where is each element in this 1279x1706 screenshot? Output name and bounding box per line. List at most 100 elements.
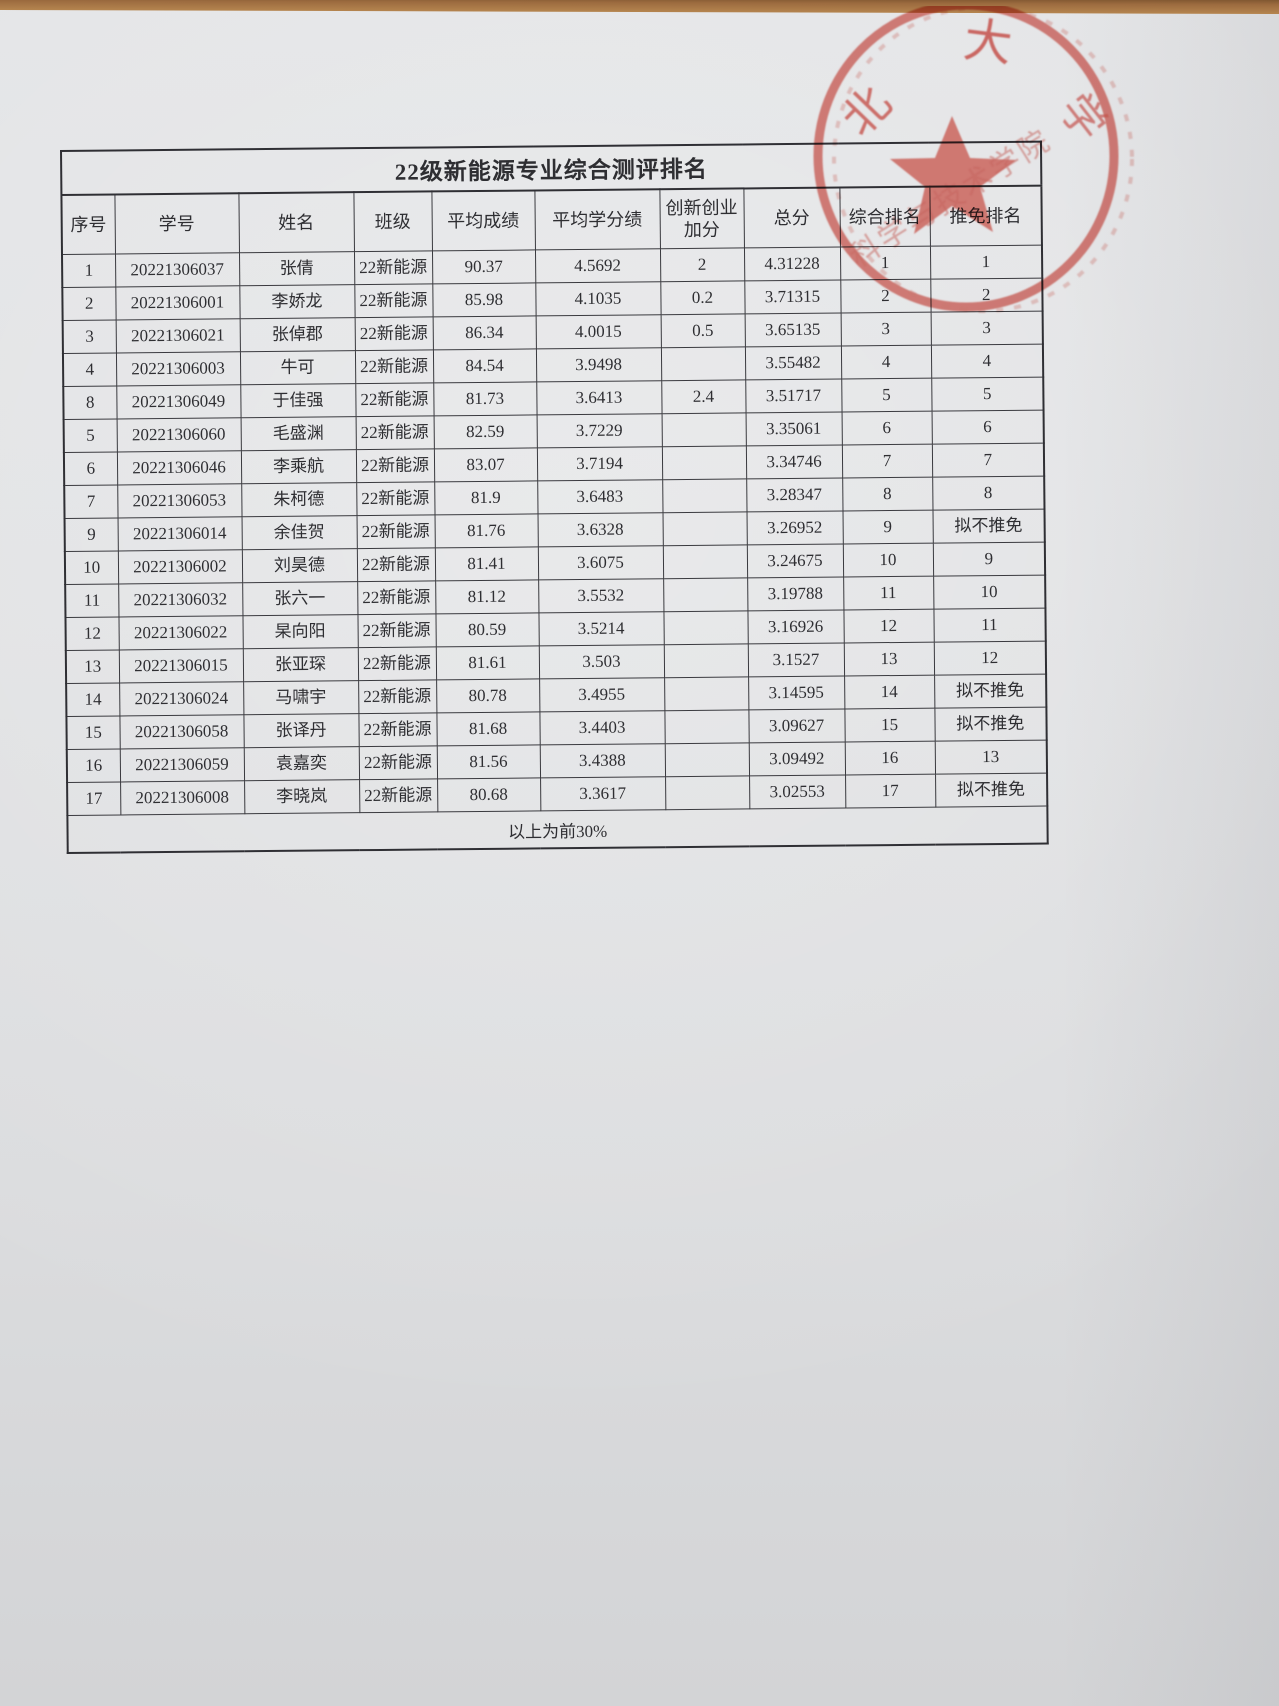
table-cell: 刘昊德 xyxy=(241,548,358,583)
column-header: 序号 xyxy=(61,194,116,255)
table-cell xyxy=(665,775,750,810)
table-cell: 22新能源 xyxy=(359,778,438,813)
table-cell: 9 xyxy=(64,517,118,552)
table-cell: 6 xyxy=(931,410,1044,445)
table-cell: 1 xyxy=(839,246,931,281)
column-header: 总分 xyxy=(743,187,840,248)
ranking-table: 22级新能源专业综合测评排名 序号 学号 姓名 班级 平均成绩 平均学分绩 创新创业加分 总分… xyxy=(60,140,1049,854)
table-cell: 20221306046 xyxy=(116,450,242,485)
table-cell: 3.34746 xyxy=(745,445,843,479)
table-cell: 22新能源 xyxy=(355,448,435,483)
table-cell: 拟不推免 xyxy=(935,773,1048,808)
table-cell: 11 xyxy=(65,583,119,618)
table-cell: 20221306001 xyxy=(115,285,240,320)
table-cell: 81.73 xyxy=(433,381,537,416)
table-cell: 22新能源 xyxy=(354,316,433,351)
table-cell: 14 xyxy=(66,682,120,717)
table-cell: 81.68 xyxy=(436,711,540,746)
table-cell: 16 xyxy=(844,741,936,775)
table-cell: 3.19788 xyxy=(747,577,844,611)
table-cell: 22新能源 xyxy=(357,646,437,681)
table-cell: 朱柯德 xyxy=(241,482,357,517)
table-cell: 3.7229 xyxy=(536,413,662,448)
table-cell: 20221306024 xyxy=(119,681,244,716)
table-cell: 8 xyxy=(842,477,933,512)
table-cell: 牛可 xyxy=(239,350,356,385)
table-cell: 10 xyxy=(842,543,934,578)
table-cell xyxy=(663,610,748,645)
table-cell: 于佳强 xyxy=(240,383,356,418)
table-cell: 9 xyxy=(842,510,933,545)
column-header: 姓名 xyxy=(238,192,354,253)
table-cell: 6 xyxy=(841,411,932,446)
table-cell xyxy=(664,709,749,744)
table-cell: 16 xyxy=(66,748,121,783)
table-cell: 张倩 xyxy=(238,251,355,286)
table-cell: 81.41 xyxy=(434,546,539,581)
table-cell: 80.78 xyxy=(436,678,540,713)
table-cell: 85.98 xyxy=(432,282,536,317)
table-cell xyxy=(664,676,749,711)
table-cell: 82.59 xyxy=(433,414,537,449)
table-cell: 3.71315 xyxy=(744,280,841,314)
table-cell: 3 xyxy=(840,312,931,347)
table-cell: 3.28347 xyxy=(746,478,843,512)
table-cell: 8 xyxy=(932,476,1045,511)
column-header: 推免排名 xyxy=(929,185,1043,247)
table-cell: 3.5214 xyxy=(538,611,664,646)
table-cell: 12 xyxy=(65,616,119,651)
table-cell: 22新能源 xyxy=(356,514,435,549)
table-cell: 3.35061 xyxy=(745,412,842,446)
table-cell: 13 xyxy=(843,642,935,676)
table-cell: 81.9 xyxy=(434,480,538,515)
table-cell: 11 xyxy=(933,608,1046,643)
table-cell: 17 xyxy=(67,781,121,816)
table-cell: 毛盛渊 xyxy=(240,416,356,451)
table-cell: 20221306008 xyxy=(120,780,245,815)
table-cell: 5 xyxy=(63,418,117,453)
table-cell: 13 xyxy=(65,649,120,684)
table-cell: 李乘航 xyxy=(240,449,357,484)
column-header: 班级 xyxy=(353,191,432,252)
table-cell: 张倬郡 xyxy=(239,317,355,352)
table-cell xyxy=(664,742,750,777)
table-cell: 90.37 xyxy=(431,249,536,284)
table-cell: 1 xyxy=(929,245,1043,280)
table-cell: 22新能源 xyxy=(354,349,434,384)
table-cell: 3.503 xyxy=(538,644,665,679)
table-cell: 4 xyxy=(62,352,117,387)
table-cell: 20221306059 xyxy=(119,747,245,782)
table-cell: 2 xyxy=(659,247,745,282)
table-cell: 10 xyxy=(933,575,1046,610)
table-cell: 81.12 xyxy=(435,579,539,614)
table-cell xyxy=(663,643,749,678)
table-header-row: 序号 学号 姓名 班级 平均成绩 平均学分绩 创新创业加分 总分 综合排名 推免排名 xyxy=(61,185,1043,255)
table-cell: 84.54 xyxy=(432,348,537,383)
column-header: 创新创业加分 xyxy=(659,188,744,249)
table-cell: 4.0015 xyxy=(535,314,661,349)
table-cell: 张六一 xyxy=(242,581,358,616)
table-cell: 拟不推免 xyxy=(934,707,1047,742)
table-cell: 3.5532 xyxy=(538,578,664,613)
table-cell: 3.4388 xyxy=(539,743,666,778)
table-cell: 李晓岚 xyxy=(244,779,360,814)
table-cell: 2 xyxy=(840,279,931,314)
table-cell: 80.59 xyxy=(435,612,539,647)
column-header: 平均成绩 xyxy=(431,190,535,251)
table-cell: 2 xyxy=(930,278,1043,313)
table-cell: 3.3617 xyxy=(540,776,666,811)
table-cell: 3.26952 xyxy=(746,511,843,545)
table-cell: 20221306021 xyxy=(115,318,240,353)
table-cell: 袁嘉奕 xyxy=(243,746,360,781)
table-cell xyxy=(662,478,747,513)
table-cell: 15 xyxy=(66,715,120,750)
table-cell: 李娇龙 xyxy=(239,284,355,319)
table-cell: 22新能源 xyxy=(357,613,436,648)
table-cell: 3 xyxy=(930,311,1044,346)
table-cell xyxy=(661,445,747,480)
table-cell: 11 xyxy=(843,576,934,611)
table-cell: 81.61 xyxy=(435,645,540,680)
table-cell: 4 xyxy=(840,345,932,380)
table-cell: 张译丹 xyxy=(243,713,359,748)
table-cell: 3.09627 xyxy=(748,708,845,743)
